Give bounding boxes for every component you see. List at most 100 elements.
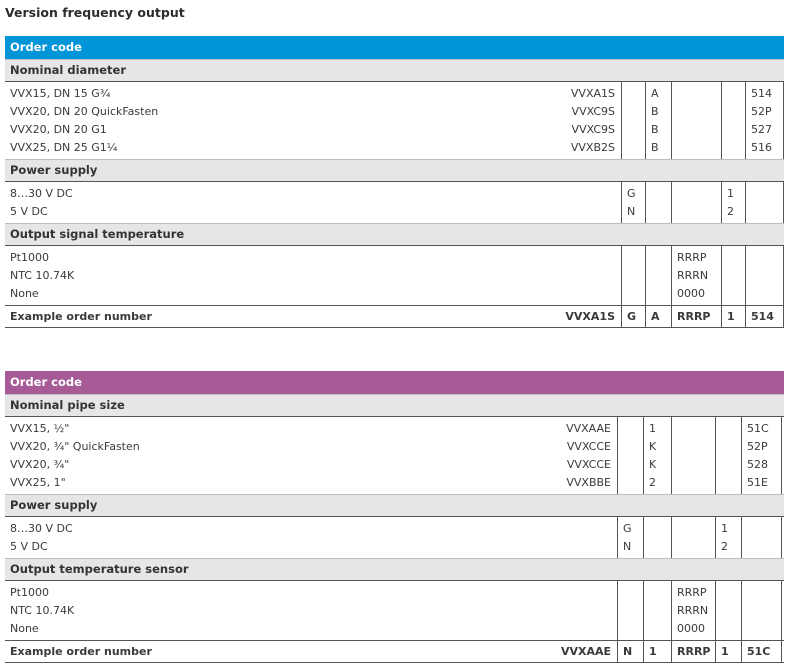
section-header: Output temperature sensor [5, 558, 784, 581]
section-header: Nominal pipe size [5, 394, 784, 417]
cell-c1: VVXA1S [570, 87, 615, 100]
column-divider [617, 641, 618, 662]
cell-c4: RRRP [677, 251, 707, 264]
column-divider [783, 246, 784, 305]
cell-c6: 51E [747, 476, 768, 489]
column-divider [715, 417, 716, 494]
column-divider [617, 517, 618, 558]
column-divider [781, 641, 782, 662]
column-divider [715, 581, 716, 640]
table-row: VVX25, DN 25 G1¼ VVXB2S B 516 [5, 139, 784, 157]
cell-c5: 2 [727, 205, 734, 218]
page-title: Version frequency output [5, 5, 185, 20]
cell-c1: VVXCCE [566, 440, 611, 453]
column-divider [741, 641, 742, 662]
row-description: NTC 10.74K [10, 269, 75, 282]
table-row: Pt1000 RRRP [5, 249, 784, 267]
column-divider [781, 417, 782, 494]
example-row: Example order number VVXA1S G A RRRP 1 514 [5, 305, 784, 328]
column-divider [671, 517, 672, 558]
cell-c2: G [627, 187, 636, 200]
column-divider [621, 246, 622, 305]
section-body: Pt1000 RRRP NTC 10.74K RRRN None 0000 [5, 581, 784, 640]
row-description: 8…30 V DC [10, 187, 73, 200]
cell-c5: 1 [721, 522, 728, 535]
cell-c5: 2 [721, 540, 728, 553]
column-divider [671, 417, 672, 494]
table-row: 5 V DC N 2 [5, 203, 784, 221]
section-body: Pt1000 RRRP NTC 10.74K RRRN None 0000 [5, 246, 784, 305]
order-code-table-2: Order code Nominal pipe size VVX15, ½" VVX… [5, 371, 784, 663]
row-description: 5 V DC [10, 205, 48, 218]
column-divider [621, 82, 622, 159]
cell-c3: K [649, 458, 657, 471]
cell-c1: VVXA1S [565, 310, 615, 323]
column-divider [721, 182, 722, 223]
section-body: 8…30 V DC G 1 5 V DC N 2 [5, 517, 784, 558]
cell-c3: K [649, 440, 657, 453]
table-row: Pt1000 RRRP [5, 584, 784, 602]
example-row: Example order number VVXAAE N 1 RRRP 1 51C [5, 640, 784, 663]
row-description: 8…30 V DC [10, 522, 73, 535]
cell-c3: 1 [649, 645, 657, 658]
column-divider [645, 82, 646, 159]
cell-c6: 527 [751, 123, 772, 136]
cell-c2: G [623, 522, 632, 535]
cell-c4: 0000 [677, 622, 705, 635]
cell-c6: 514 [751, 310, 774, 323]
cell-c3: B [651, 141, 659, 154]
column-divider [621, 182, 622, 223]
row-description: VVX20, ¾" [10, 458, 70, 471]
column-divider [643, 517, 644, 558]
section-header: Nominal diameter [5, 59, 784, 82]
cell-c3: A [651, 310, 660, 323]
table-row: VVX25, 1" VVXBBE 2 51E [5, 474, 784, 492]
column-divider [741, 581, 742, 640]
cell-c6: 52P [747, 440, 768, 453]
cell-c6: 516 [751, 141, 772, 154]
cell-c4: RRRN [677, 604, 709, 617]
cell-c4: RRRN [677, 269, 709, 282]
column-divider [621, 306, 622, 327]
table-header: Order code [5, 36, 784, 59]
column-divider [783, 82, 784, 159]
table-row: NTC 10.74K RRRN [5, 267, 784, 285]
column-divider [671, 581, 672, 640]
cell-c1: VVXAAE [566, 422, 611, 435]
table-row: VVX20, DN 20 QuickFasten VVXC9S B 52P [5, 103, 784, 121]
row-description: VVX20, DN 20 G1 [10, 123, 107, 136]
cell-c1: VVXC9S [571, 123, 615, 136]
cell-c4: RRRP [677, 586, 707, 599]
cell-c5: 1 [727, 187, 734, 200]
cell-c2: N [623, 645, 633, 658]
column-divider [741, 417, 742, 494]
row-description: VVX20, DN 20 QuickFasten [10, 105, 159, 118]
sections: Nominal pipe size VVX15, ½" VVXAAE 1 51C VVX2… [5, 394, 784, 640]
row-description: VVX20, ¾" QuickFasten [10, 440, 140, 453]
cell-c6: 51C [747, 645, 771, 658]
column-divider [645, 182, 646, 223]
row-description: VVX15, ½" [10, 422, 70, 435]
column-divider [745, 182, 746, 223]
cell-c3: 2 [649, 476, 656, 489]
order-code-table-1: Order code Nominal diameter VVX15, DN 15 … [5, 36, 784, 328]
column-divider [783, 182, 784, 223]
row-description: VVX25, DN 25 G1¼ [10, 141, 118, 154]
cell-c6: 51C [747, 422, 769, 435]
column-divider [645, 246, 646, 305]
table-row: VVX20, ¾" VVXCCE K 528 [5, 456, 784, 474]
row-description: None [10, 622, 39, 635]
cell-c4: RRRP [677, 310, 711, 323]
cell-c3: B [651, 123, 659, 136]
column-divider [783, 306, 784, 327]
cell-c3: 1 [649, 422, 656, 435]
sections: Nominal diameter VVX15, DN 15 G¾ VVXA1S A 51… [5, 59, 784, 305]
column-divider [781, 517, 782, 558]
cell-c1: VVXB2S [570, 141, 615, 154]
cell-c1: VVXBBE [566, 476, 611, 489]
column-divider [721, 306, 722, 327]
column-divider [715, 641, 716, 662]
table-row: VVX20, ¾" QuickFasten VVXCCE K 52P [5, 438, 784, 456]
cell-c4: RRRP [677, 645, 711, 658]
table-row: 5 V DC N 2 [5, 538, 784, 556]
